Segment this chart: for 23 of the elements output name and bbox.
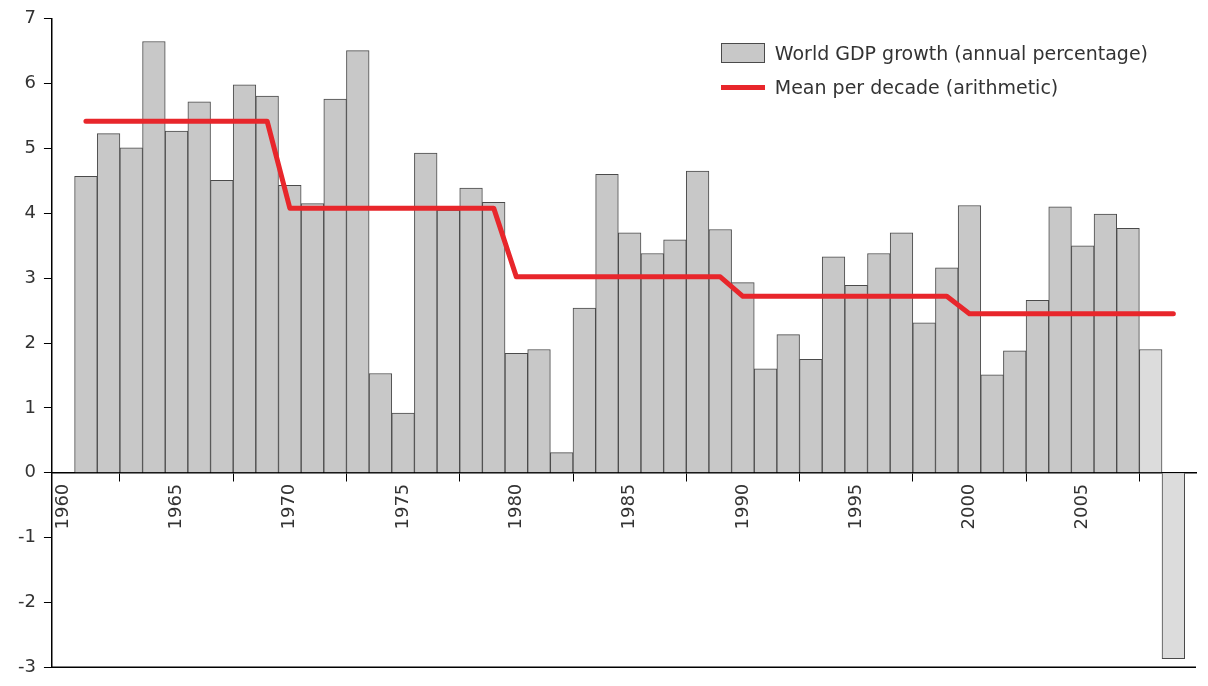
y-tick-label: 6 [24, 71, 36, 93]
y-tick-label: 0 [24, 460, 36, 482]
y-tick-label: 3 [24, 265, 36, 287]
legend-label: Mean per decade (arithmetic) [774, 76, 1059, 98]
x-tick-label: 1980 [504, 483, 526, 530]
x-tick-label: 1995 [843, 483, 865, 530]
x-tick-label: 1960 [50, 483, 72, 530]
y-tick-label: 5 [24, 136, 36, 158]
x-tick-label: 1975 [390, 483, 412, 530]
y-tick-label: 7 [24, 6, 36, 28]
x-tick-label: 1970 [277, 483, 299, 530]
x-tick-label: 1990 [730, 483, 752, 530]
y-tick-label: 2 [24, 330, 36, 352]
x-tick-label: 2000 [957, 483, 979, 530]
y-tick-label: -1 [17, 525, 36, 547]
y-tick-label: 4 [24, 200, 36, 222]
legend-label: World GDP growth (annual percentage) [774, 42, 1148, 64]
x-tick-label: 2005 [1070, 483, 1092, 530]
x-tick-label: 1965 [164, 483, 186, 530]
y-tick-label: -2 [17, 590, 36, 612]
x-tick-label: 1985 [617, 483, 639, 530]
y-tick-label: -3 [17, 654, 36, 676]
y-tick-label: 1 [24, 395, 36, 417]
